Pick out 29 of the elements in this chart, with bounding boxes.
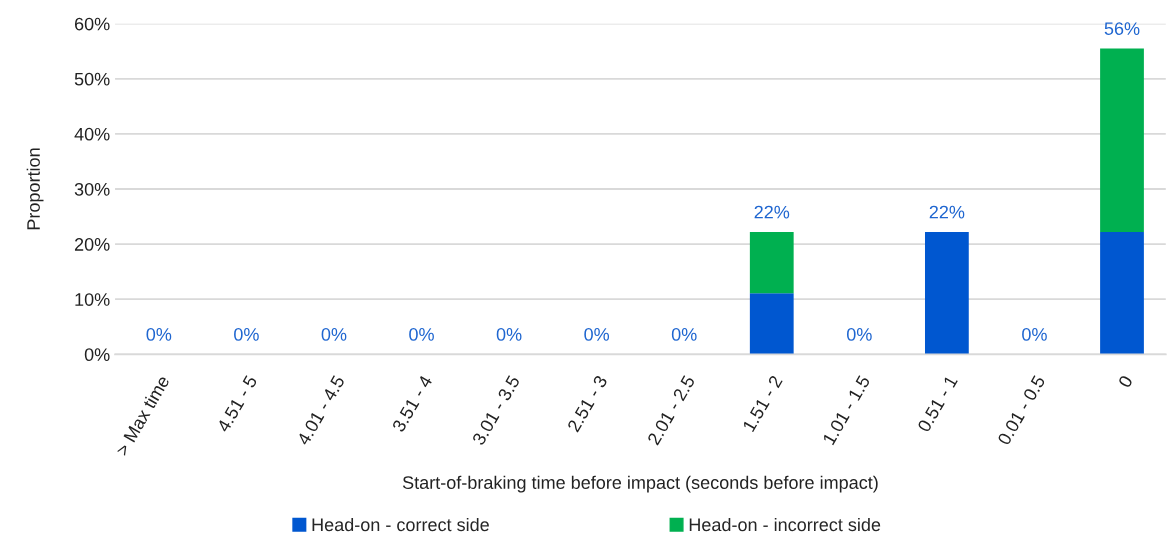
- total-label: 0%: [1022, 328, 1047, 341]
- total-label: 0%: [671, 328, 697, 341]
- bar: [924, 231, 969, 355]
- y-tick-label: 20%: [74, 238, 110, 251]
- y-tick-label: 30%: [74, 182, 110, 196]
- bar: [749, 231, 794, 294]
- total-label: 0%: [146, 328, 172, 341]
- total-label: 22%: [929, 205, 965, 219]
- y-axis-title: Proportion: [26, 148, 44, 230]
- y-tick-label: 60%: [74, 17, 110, 31]
- y-tick-label: 50%: [74, 72, 110, 86]
- y-tick-label: 10%: [75, 293, 110, 306]
- bar: [1100, 231, 1144, 355]
- bar: [1100, 48, 1144, 232]
- total-label: 0%: [846, 328, 872, 341]
- x-tick-label: 0: [1117, 374, 1134, 389]
- total-label: 0%: [321, 328, 347, 341]
- x-axis-title: Start-of-braking time before impact (seconds before impact): [402, 475, 878, 493]
- total-label: 56%: [1104, 22, 1140, 35]
- y-tick-label: 0%: [84, 348, 110, 362]
- total-label: 0%: [234, 328, 259, 341]
- total-label: 0%: [409, 328, 434, 341]
- total-label: 22%: [754, 205, 790, 219]
- bar: [749, 293, 794, 355]
- total-label: 0%: [584, 328, 610, 341]
- total-label: 0%: [496, 328, 522, 341]
- y-tick-label: 40%: [74, 127, 110, 141]
- legend-label: Head-on - correct side: [312, 517, 489, 532]
- legend-label: Head-on - incorrect side: [689, 517, 881, 532]
